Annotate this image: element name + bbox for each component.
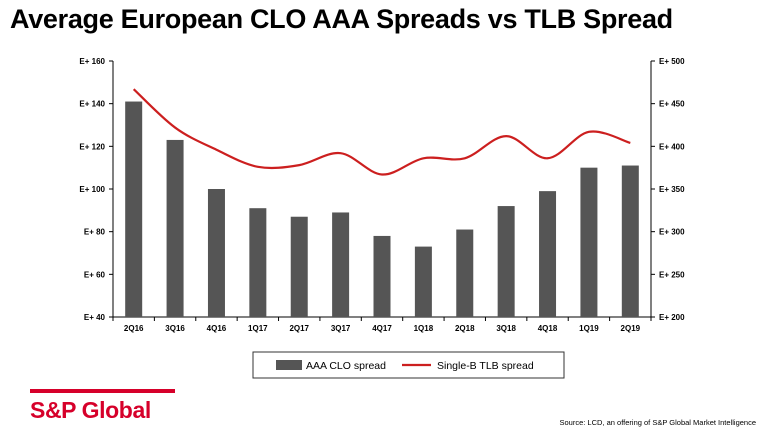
x-tick-label: 4Q16: [207, 324, 227, 333]
legend-swatch-bars: [276, 360, 302, 370]
x-tick-label: 1Q17: [248, 324, 268, 333]
y-right-tick-label: E+ 350: [659, 185, 685, 194]
y-right-tick-label: E+ 500: [659, 57, 685, 66]
brand-logo: S&P Global: [30, 397, 151, 423]
y-right-tick-label: E+ 400: [659, 142, 685, 151]
x-tick-label: 3Q16: [165, 324, 185, 333]
y-left-tick-label: E+ 60: [84, 270, 106, 279]
source-note: Source: LCD, an offering of S&P Global M…: [559, 418, 757, 427]
legend: AAA CLO spread Single-B TLB spread: [252, 351, 565, 379]
bar: [207, 189, 225, 317]
x-tick-label: 1Q18: [414, 324, 434, 333]
bar: [497, 206, 515, 317]
legend-label-line: Single-B TLB spread: [437, 360, 534, 372]
x-tick-label: 1Q19: [579, 324, 599, 333]
bar: [414, 246, 432, 317]
bar: [332, 212, 350, 317]
bar: [539, 191, 557, 317]
x-tick-label: 4Q18: [538, 324, 558, 333]
bar: [373, 235, 391, 317]
chart-title: Average European CLO AAA Spreads vs TLB …: [10, 4, 673, 34]
bar: [580, 167, 598, 317]
y-left-tick-label: E+ 100: [79, 185, 105, 194]
y-right-tick-label: E+ 450: [659, 100, 685, 109]
y-left-tick-label: E+ 120: [79, 142, 105, 151]
bar: [125, 101, 143, 318]
y-left-tick-label: E+ 80: [84, 228, 106, 237]
bar: [249, 208, 267, 317]
x-tick-label: 2Q16: [124, 324, 144, 333]
bar: [456, 229, 474, 317]
x-tick-label: 2Q17: [289, 324, 309, 333]
x-tick-label: 3Q17: [331, 324, 351, 333]
tlb-spread-line: [132, 88, 631, 176]
y-right-tick-label: E+ 200: [659, 313, 685, 322]
y-right-tick-label: E+ 250: [659, 270, 685, 279]
x-tick-label: 3Q18: [496, 324, 516, 333]
x-tick-label: 2Q19: [621, 324, 641, 333]
brand-bar: [30, 389, 175, 393]
plot-area: E+ 40 E+ 60 E+ 80 E+ 100 E+ 120 E+ 140 E+ 160 E…: [79, 57, 685, 333]
x-tick-label: 4Q17: [372, 324, 392, 333]
bar: [621, 165, 639, 317]
bar: [290, 216, 308, 317]
x-tick-label: 2Q18: [455, 324, 475, 333]
legend-label-bars: AAA CLO spread: [306, 360, 386, 372]
y-left-tick-label: E+ 40: [84, 313, 106, 322]
bar: [166, 139, 184, 317]
y-left-tick-label: E+ 160: [79, 57, 105, 66]
y-left-tick-label: E+ 140: [79, 100, 105, 109]
y-right-tick-label: E+ 300: [659, 228, 685, 237]
